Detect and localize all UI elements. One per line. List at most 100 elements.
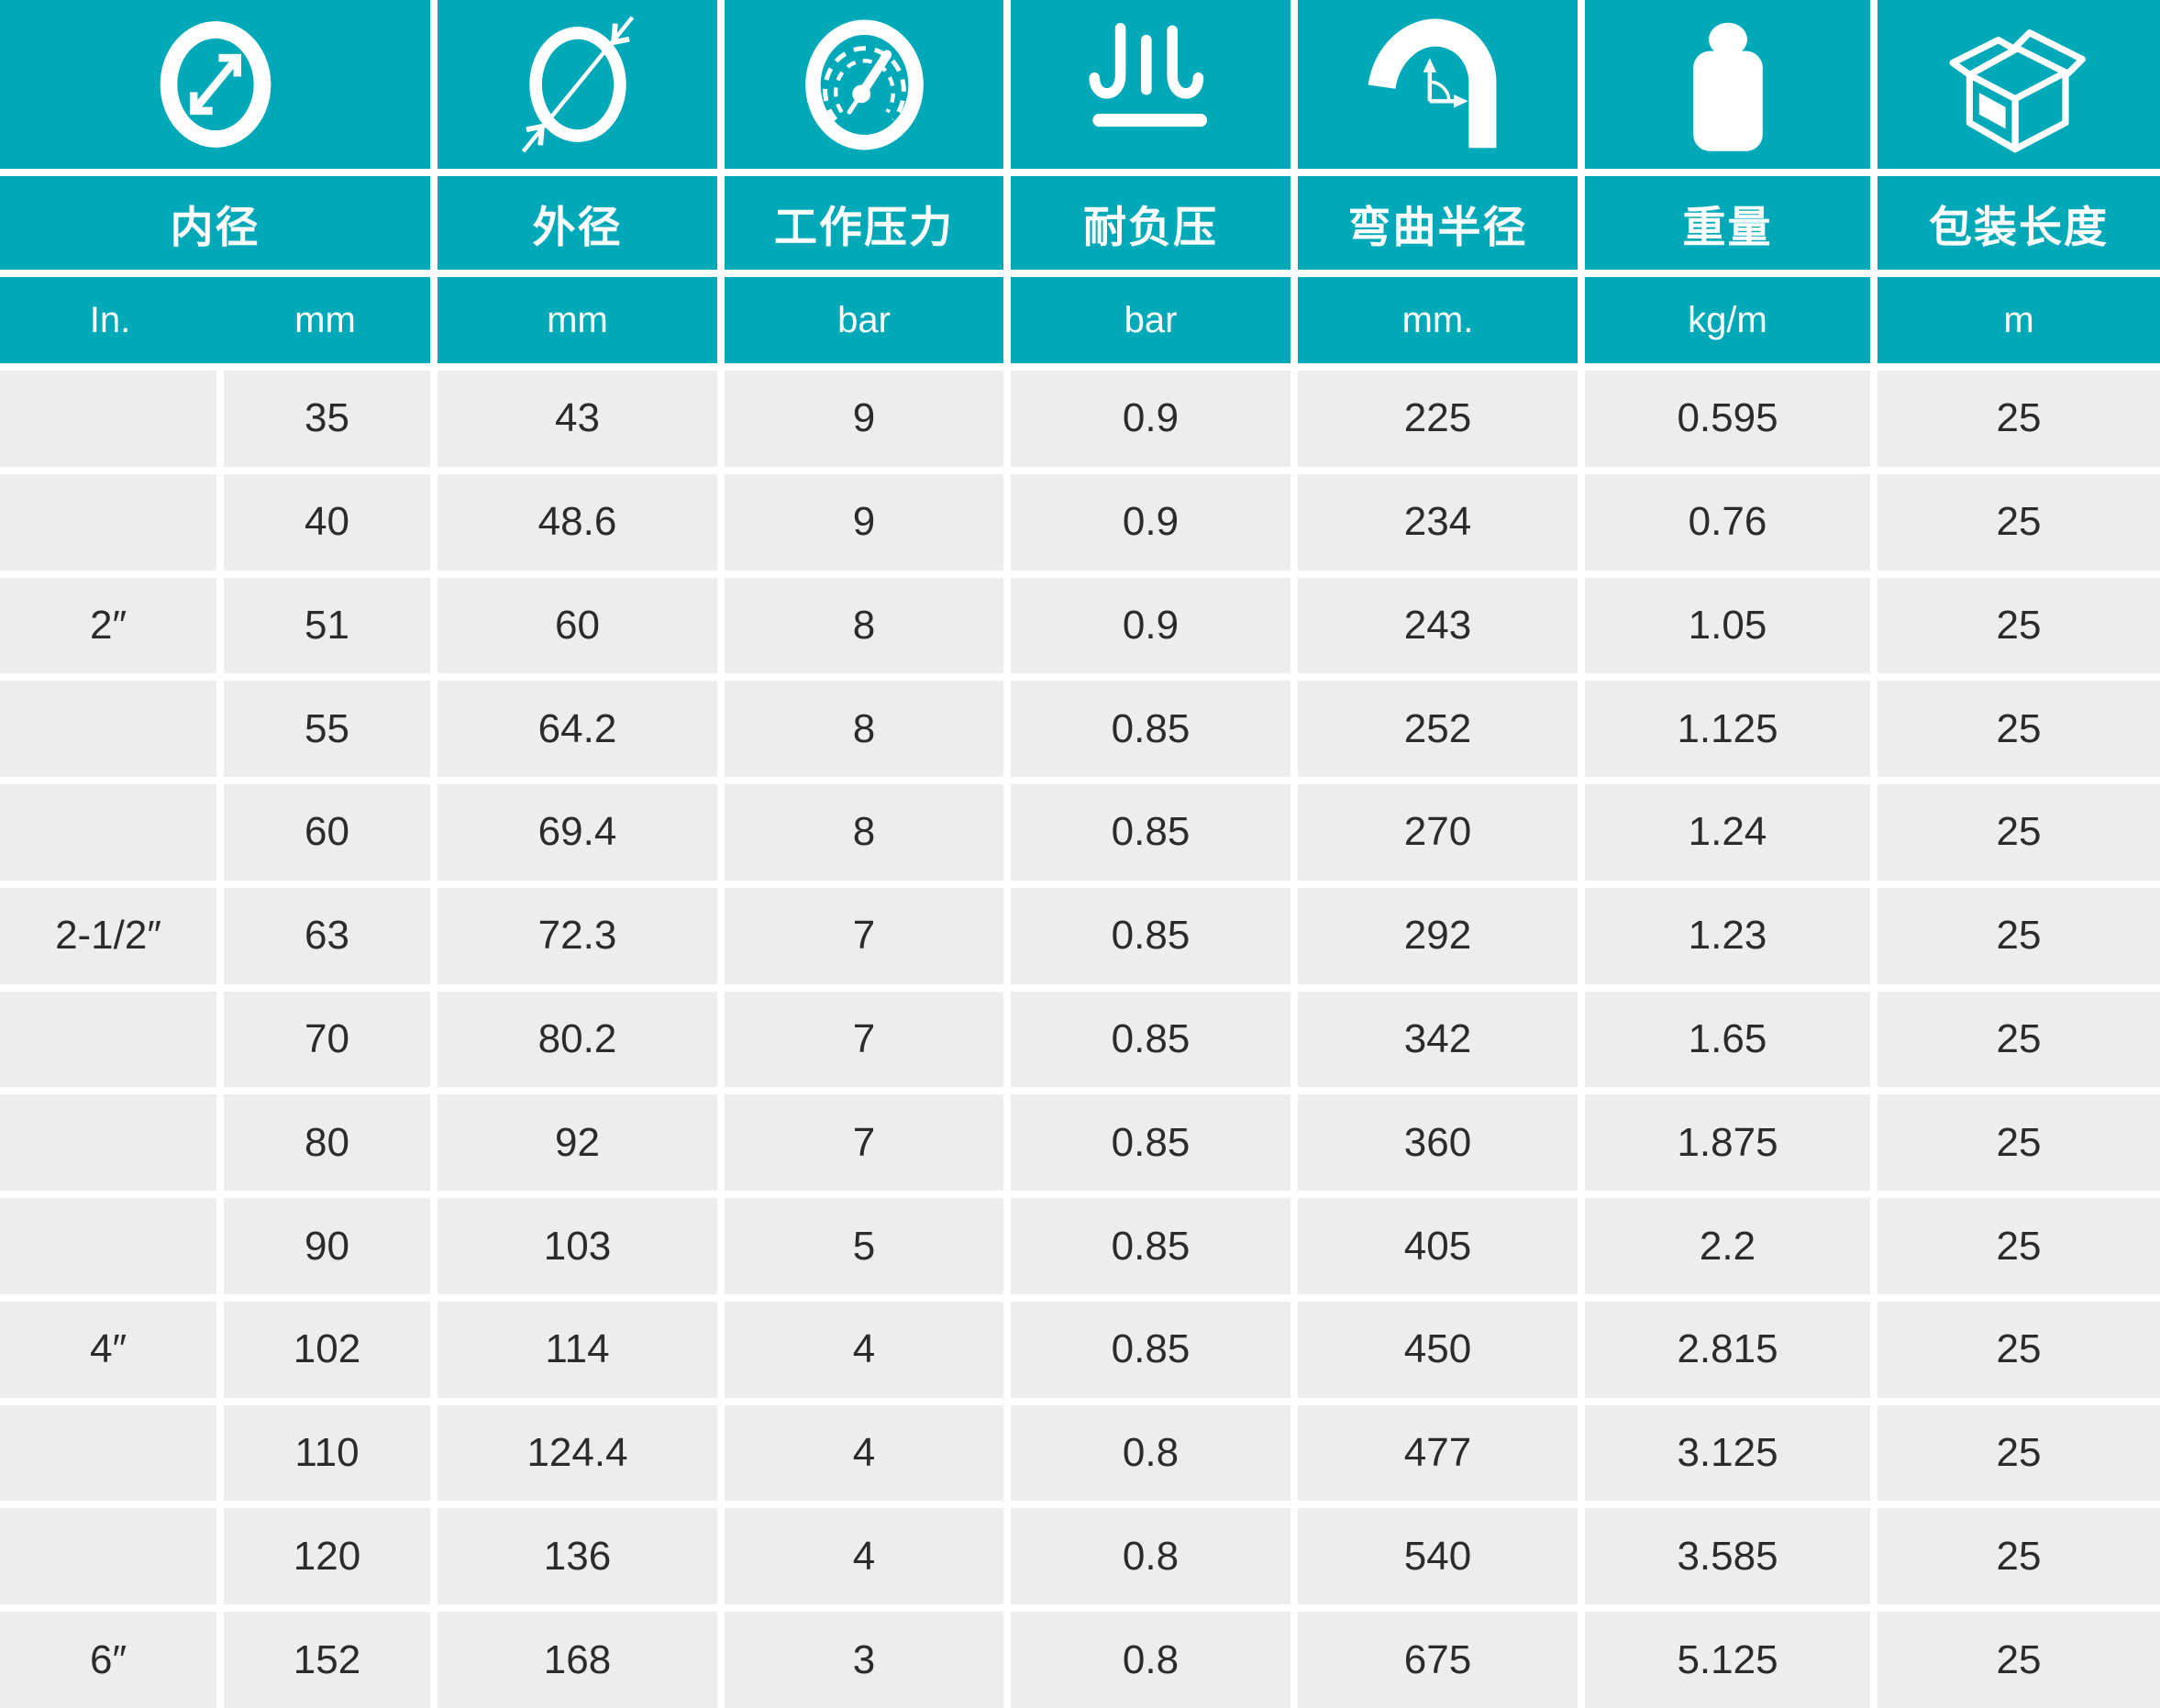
cell-outer-diameter-mm-row5: 69.4 bbox=[438, 784, 717, 881]
cell-weight-kgm-row1: 0.595 bbox=[1585, 371, 1870, 467]
cell-working-pressure-bar-row5: 8 bbox=[725, 784, 1003, 881]
cell-inch-row6: 2-1/2″ bbox=[0, 887, 216, 984]
cell-inner-diameter-mm-row4: 55 bbox=[224, 681, 430, 778]
cell-package-length-m-row5: 25 bbox=[1878, 784, 2160, 881]
cell-bend-radius-mm-row5: 270 bbox=[1298, 784, 1578, 881]
cell-bend-radius-mm-row12: 540 bbox=[1298, 1508, 1578, 1605]
cell-weight-kgm-row5: 1.24 bbox=[1585, 784, 1870, 881]
unit-mm: mm bbox=[294, 299, 356, 340]
column-header-inner-diameter: 内径 bbox=[0, 176, 430, 270]
cell-vacuum-bar-row2: 0.9 bbox=[1011, 473, 1290, 571]
cell-bend-radius-mm-row8: 360 bbox=[1298, 1094, 1578, 1192]
cell-inch-row1 bbox=[0, 371, 216, 467]
cell-inch-row5 bbox=[0, 784, 216, 881]
cell-inner-diameter-mm-row11: 110 bbox=[224, 1404, 430, 1502]
cell-weight-kgm-row2: 0.76 bbox=[1585, 473, 1870, 571]
cell-vacuum-bar-row11: 0.8 bbox=[1011, 1404, 1290, 1502]
cell-package-length-m-row13: 25 bbox=[1878, 1612, 2160, 1708]
cell-vacuum-bar-row13: 0.8 bbox=[1011, 1612, 1290, 1708]
cell-weight-kgm-row4: 1.125 bbox=[1585, 681, 1870, 778]
cell-inch-row4 bbox=[0, 681, 216, 778]
cell-vacuum-bar-row1: 0.9 bbox=[1011, 371, 1290, 467]
weight-icon bbox=[1692, 22, 1763, 151]
unit-cell-package-length: m bbox=[1878, 277, 2160, 363]
cell-outer-diameter-mm-row7: 80.2 bbox=[438, 991, 717, 1088]
cell-bend-radius-mm-row7: 342 bbox=[1298, 991, 1578, 1088]
header-icon-cell-outer-diameter bbox=[438, 0, 717, 169]
cell-working-pressure-bar-row4: 8 bbox=[725, 681, 1003, 778]
unit-cell-weight: kg/m bbox=[1585, 277, 1870, 363]
cell-vacuum-bar-row12: 0.8 bbox=[1011, 1508, 1290, 1605]
cell-inner-diameter-mm-row8: 80 bbox=[224, 1094, 430, 1192]
package-box-icon bbox=[1949, 29, 2086, 153]
cell-weight-kgm-row6: 1.23 bbox=[1585, 887, 1870, 984]
cell-bend-radius-mm-row9: 405 bbox=[1298, 1198, 1578, 1294]
unit-inch: In. bbox=[89, 299, 131, 340]
cell-package-length-m-row11: 25 bbox=[1878, 1404, 2160, 1502]
header-icon-cell-bend-radius bbox=[1298, 0, 1578, 169]
cell-vacuum-bar-row5: 0.85 bbox=[1011, 784, 1290, 881]
cell-inch-row9 bbox=[0, 1198, 216, 1294]
cell-inner-diameter-mm-row1: 35 bbox=[224, 371, 430, 467]
header-icon-cell-package-length bbox=[1878, 0, 2160, 169]
pressure-gauge-icon bbox=[804, 19, 924, 150]
column-header-working-pressure: 工作压力 bbox=[725, 176, 1003, 270]
cell-weight-kgm-row9: 2.2 bbox=[1585, 1198, 1870, 1294]
cell-bend-radius-mm-row13: 675 bbox=[1298, 1612, 1578, 1708]
cell-package-length-m-row2: 25 bbox=[1878, 473, 2160, 571]
cell-package-length-m-row8: 25 bbox=[1878, 1094, 2160, 1192]
outer-diameter-icon bbox=[521, 16, 634, 153]
unit-cell-inner-diameter: In. mm bbox=[0, 277, 430, 363]
cell-working-pressure-bar-row9: 5 bbox=[725, 1198, 1003, 1294]
cell-inch-row10: 4″ bbox=[0, 1301, 216, 1398]
cell-working-pressure-bar-row12: 4 bbox=[725, 1508, 1003, 1605]
cell-outer-diameter-mm-row6: 72.3 bbox=[438, 887, 717, 984]
cell-outer-diameter-mm-row4: 64.2 bbox=[438, 681, 717, 778]
cell-package-length-m-row1: 25 bbox=[1878, 371, 2160, 467]
cell-package-length-m-row4: 25 bbox=[1878, 681, 2160, 778]
cell-inch-row7 bbox=[0, 991, 216, 1088]
cell-package-length-m-row3: 25 bbox=[1878, 577, 2160, 674]
cell-vacuum-bar-row4: 0.85 bbox=[1011, 681, 1290, 778]
cell-inch-row13: 6″ bbox=[0, 1612, 216, 1708]
cell-package-length-m-row12: 25 bbox=[1878, 1508, 2160, 1605]
cell-bend-radius-mm-row1: 225 bbox=[1298, 371, 1578, 467]
unit-cell-bend-radius: mm. bbox=[1298, 277, 1578, 363]
cell-package-length-m-row7: 25 bbox=[1878, 991, 2160, 1088]
cell-working-pressure-bar-row7: 7 bbox=[725, 991, 1003, 1088]
cell-outer-diameter-mm-row8: 92 bbox=[438, 1094, 717, 1192]
cell-inch-row3: 2″ bbox=[0, 577, 216, 674]
header-icon-cell-working-pressure bbox=[725, 0, 1003, 169]
cell-weight-kgm-row11: 3.125 bbox=[1585, 1404, 1870, 1502]
cell-inner-diameter-mm-row12: 120 bbox=[224, 1508, 430, 1605]
column-header-outer-diameter: 外径 bbox=[438, 176, 717, 270]
cell-inch-row8 bbox=[0, 1094, 216, 1192]
cell-outer-diameter-mm-row1: 43 bbox=[438, 371, 717, 467]
bend-radius-icon bbox=[1368, 18, 1496, 149]
column-header-package-length: 包装长度 bbox=[1878, 176, 2160, 270]
cell-vacuum-bar-row8: 0.85 bbox=[1011, 1094, 1290, 1192]
header-icon-cell-inner-diameter bbox=[0, 0, 430, 169]
cell-working-pressure-bar-row8: 7 bbox=[725, 1094, 1003, 1192]
cell-inner-diameter-mm-row6: 63 bbox=[224, 887, 430, 984]
cell-bend-radius-mm-row2: 234 bbox=[1298, 473, 1578, 571]
cell-vacuum-bar-row7: 0.85 bbox=[1011, 991, 1290, 1088]
header-icon-cell-vacuum bbox=[1011, 0, 1290, 169]
unit-cell-working-pressure: bar bbox=[725, 277, 1003, 363]
cell-outer-diameter-mm-row3: 60 bbox=[438, 577, 717, 674]
cell-weight-kgm-row7: 1.65 bbox=[1585, 991, 1870, 1088]
cell-inner-diameter-mm-row13: 152 bbox=[224, 1612, 430, 1708]
cell-vacuum-bar-row3: 0.9 bbox=[1011, 577, 1290, 674]
cell-working-pressure-bar-row13: 3 bbox=[725, 1612, 1003, 1708]
unit-cell-vacuum: bar bbox=[1011, 277, 1290, 363]
cell-inner-diameter-mm-row3: 51 bbox=[224, 577, 430, 674]
cell-inner-diameter-mm-row9: 90 bbox=[224, 1198, 430, 1294]
cell-outer-diameter-mm-row13: 168 bbox=[438, 1612, 717, 1708]
cell-vacuum-bar-row9: 0.85 bbox=[1011, 1198, 1290, 1294]
cell-working-pressure-bar-row1: 9 bbox=[725, 371, 1003, 467]
cell-bend-radius-mm-row4: 252 bbox=[1298, 681, 1578, 778]
cell-outer-diameter-mm-row12: 136 bbox=[438, 1508, 717, 1605]
column-header-weight: 重量 bbox=[1585, 176, 1870, 270]
